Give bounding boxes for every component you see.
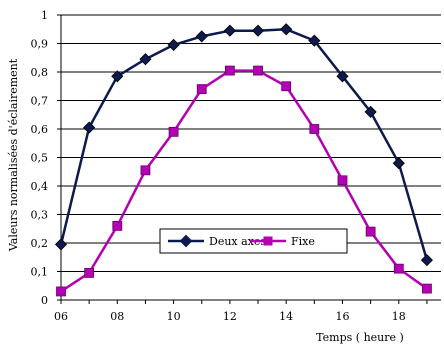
data-point-deux-axes <box>280 23 293 36</box>
y-tick-label: 0,4 <box>31 180 49 193</box>
x-tick-label: 18 <box>392 310 406 323</box>
data-point-deux-axes <box>308 34 321 47</box>
y-tick-label: 0,3 <box>31 209 49 222</box>
data-point-fixe <box>309 124 320 134</box>
y-tick-label: 0,2 <box>31 237 49 250</box>
data-point-deux-axes <box>83 121 96 134</box>
y-tick-label: 0,8 <box>31 66 49 79</box>
y-tick-label: 0 <box>41 294 48 307</box>
x-axis-title: Temps ( heure ) <box>316 331 404 344</box>
legend-marker-deux-axes <box>179 234 193 248</box>
data-point-deux-axes <box>251 24 265 37</box>
legend-marker-fixe <box>263 236 273 246</box>
x-tick-label: 14 <box>279 310 293 323</box>
y-tick-labels: 0 0,1 0,2 0,3 0,4 0,5 0,6 0,7 0,8 0,9 1 <box>31 9 49 307</box>
legend-label-deux-axes: Deux axes <box>209 235 266 248</box>
data-point-fixe <box>56 286 66 297</box>
data-point-deux-axes <box>54 238 68 251</box>
y-tick-label: 0,5 <box>31 152 49 165</box>
data-point-fixe <box>253 65 263 76</box>
x-tick-label: 16 <box>335 310 349 323</box>
data-point-deux-axes <box>223 24 236 37</box>
data-point-fixe <box>112 220 123 231</box>
y-tick-label: 0,1 <box>31 266 49 279</box>
series-line-fixe <box>60 69 428 293</box>
data-point-deux-axes <box>364 105 377 118</box>
data-point-fixe <box>196 84 207 94</box>
legend-label-fixe: Fixe <box>291 235 315 248</box>
data-point-deux-axes <box>195 30 208 43</box>
x-tick-labels: 06 08 10 12 14 16 18 <box>54 310 406 323</box>
series-line-deux-axes <box>59 28 429 261</box>
data-point-fixe <box>140 165 151 176</box>
y-tick-label: 0,6 <box>31 123 49 136</box>
data-point-fixe <box>281 81 292 92</box>
y-tick-label: 0,9 <box>31 38 49 51</box>
data-point-fixe <box>84 268 95 278</box>
data-point-fixe <box>168 126 179 137</box>
x-tick-label: 06 <box>54 310 68 323</box>
data-point-fixe <box>337 175 348 186</box>
y-tick-label: 0,7 <box>31 95 49 108</box>
data-point-deux-axes <box>139 53 152 66</box>
data-point-deux-axes <box>167 38 180 51</box>
data-point-deux-axes <box>392 157 405 170</box>
axes <box>57 14 441 304</box>
series-layer <box>54 23 433 297</box>
data-point-fixe <box>422 283 432 294</box>
data-point-fixe <box>224 65 235 76</box>
data-point-deux-axes <box>336 70 349 83</box>
data-point-fixe <box>393 263 404 274</box>
x-tick-label: 08 <box>110 310 124 323</box>
data-point-deux-axes <box>111 70 124 83</box>
data-point-deux-axes <box>420 254 433 267</box>
x-tick-label: 12 <box>223 310 237 323</box>
x-tick-label: 10 <box>167 310 181 323</box>
data-point-fixe <box>365 226 376 237</box>
y-tick-label: 1 <box>41 9 48 22</box>
y-axis-title: Valeurs normalisées d'éclairement <box>7 58 20 252</box>
legend: Deux axes Fixe <box>159 228 348 254</box>
